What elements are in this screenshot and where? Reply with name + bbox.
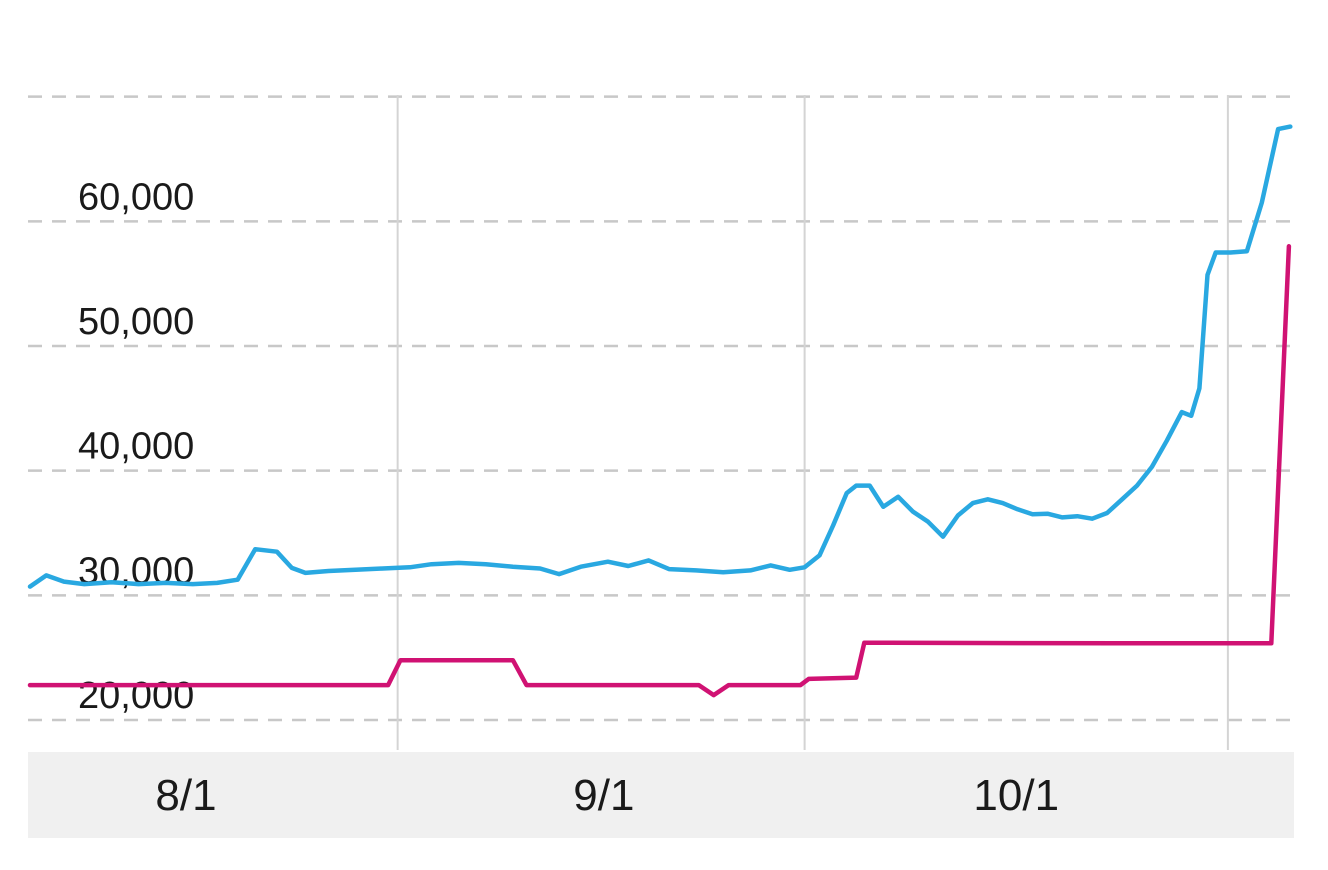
blue-series-line bbox=[27, 124, 1293, 589]
x-axis-label: 9/1 bbox=[573, 771, 634, 820]
x-axis-label: 8/1 bbox=[155, 771, 216, 820]
y-axis-label: 50,000 bbox=[78, 301, 194, 343]
y-axis-label: 60,000 bbox=[78, 176, 194, 218]
x-axis-label: 10/1 bbox=[973, 771, 1059, 820]
x-axis-band bbox=[28, 752, 1294, 838]
pink-series-line bbox=[27, 244, 1292, 698]
y-axis-label: 40,000 bbox=[78, 426, 194, 468]
y-axis-label: 20,000 bbox=[78, 675, 194, 717]
